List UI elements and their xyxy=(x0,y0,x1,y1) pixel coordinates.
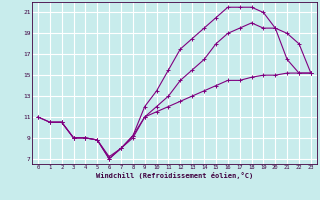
X-axis label: Windchill (Refroidissement éolien,°C): Windchill (Refroidissement éolien,°C) xyxy=(96,172,253,179)
